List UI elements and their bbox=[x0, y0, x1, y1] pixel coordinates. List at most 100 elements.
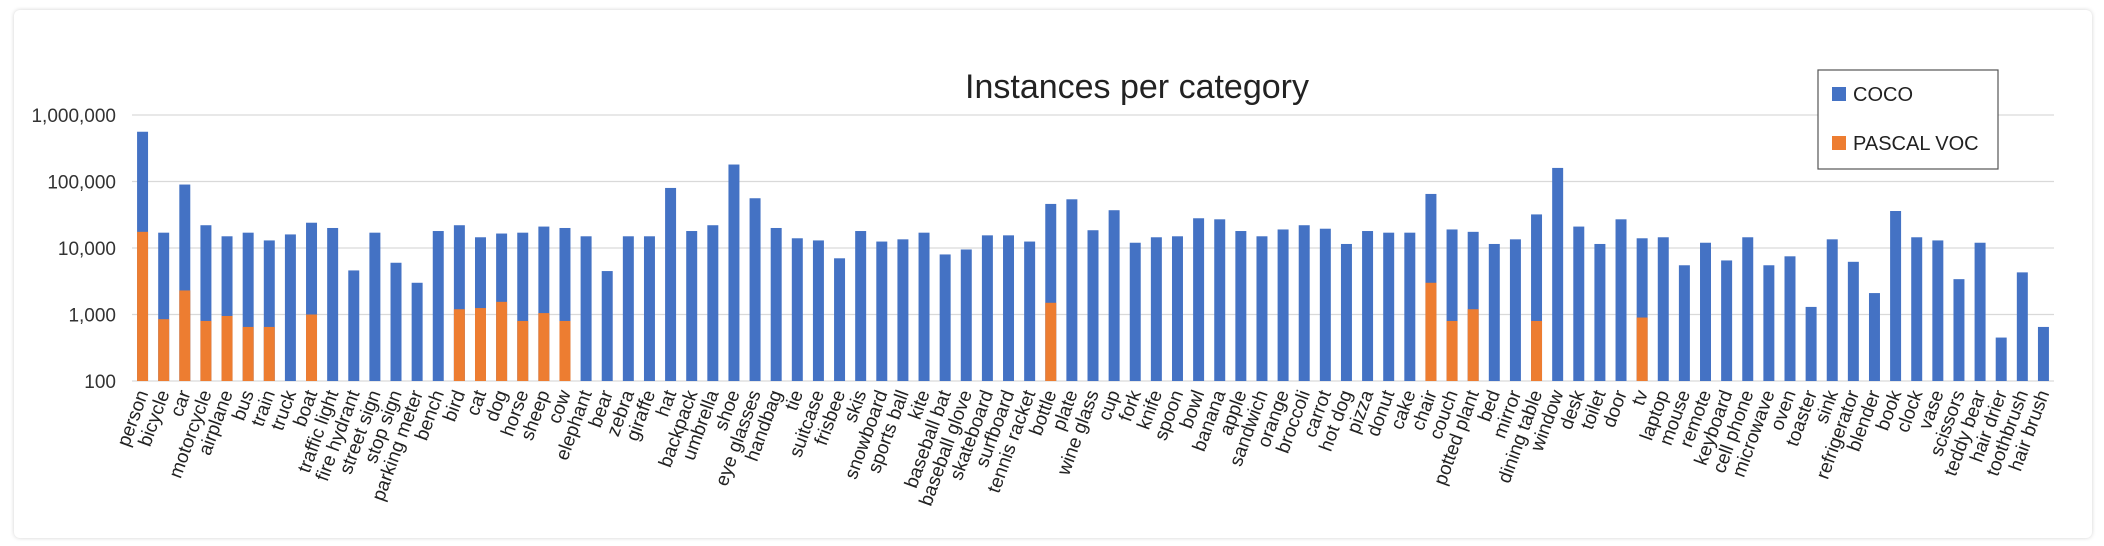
bar-coco bbox=[1362, 231, 1374, 381]
bar-coco bbox=[749, 198, 761, 381]
bar-coco bbox=[1446, 229, 1458, 381]
bar-coco bbox=[1193, 218, 1205, 381]
bar-coco bbox=[179, 184, 191, 381]
bar-coco bbox=[369, 232, 381, 381]
legend-label-pascal-voc: PASCAL VOC bbox=[1853, 133, 1979, 155]
bar-coco bbox=[1657, 237, 1669, 381]
bar-coco bbox=[1763, 265, 1775, 381]
bar-coco bbox=[897, 239, 909, 381]
bar-coco bbox=[707, 225, 719, 381]
bar-coco bbox=[981, 235, 993, 381]
bar-coco bbox=[306, 222, 318, 381]
bar-coco bbox=[918, 232, 930, 381]
bar-coco bbox=[1700, 242, 1711, 381]
bar-coco bbox=[1678, 265, 1690, 381]
bar-coco bbox=[200, 225, 212, 381]
bar-coco bbox=[1911, 237, 1923, 381]
legend-label-coco: COCO bbox=[1853, 84, 1913, 106]
bar-coco bbox=[1277, 229, 1289, 381]
bar-coco bbox=[939, 254, 951, 381]
y-tick-label: 100 bbox=[84, 372, 116, 393]
bar-coco bbox=[1235, 231, 1247, 381]
bar-coco bbox=[1573, 226, 1585, 381]
bar-coco bbox=[1108, 210, 1120, 381]
bar-coco bbox=[834, 258, 846, 381]
bar-coco bbox=[1721, 260, 1733, 381]
bar-coco bbox=[1953, 279, 1965, 381]
y-tick-label: 10,000 bbox=[58, 239, 116, 260]
bar-coco bbox=[1932, 240, 1944, 381]
bar-coco bbox=[284, 234, 296, 381]
bar-pascal-voc bbox=[1636, 317, 1648, 381]
bar-pascal-voc bbox=[559, 320, 571, 381]
bar-coco bbox=[453, 225, 465, 381]
bar-coco bbox=[1488, 243, 1500, 381]
bar-coco bbox=[2016, 272, 2028, 381]
bar-coco bbox=[538, 226, 550, 381]
bar-coco bbox=[643, 236, 655, 381]
bar-pascal-voc bbox=[538, 313, 550, 381]
y-tick-label: 1,000 bbox=[68, 306, 116, 327]
bar-pascal-voc bbox=[242, 326, 254, 381]
bar-coco bbox=[1171, 236, 1183, 381]
bar-coco bbox=[1995, 337, 2007, 381]
bar-coco bbox=[812, 240, 824, 381]
bar-pascal-voc bbox=[1425, 282, 1437, 381]
bar-pascal-voc bbox=[1531, 320, 1543, 381]
bar-pascal-voc bbox=[200, 320, 212, 381]
bar-pascal-voc bbox=[1467, 309, 1479, 381]
bar-coco bbox=[1319, 228, 1331, 381]
bar-coco bbox=[770, 227, 782, 381]
bar-coco bbox=[242, 232, 254, 381]
bar-pascal-voc bbox=[517, 320, 529, 381]
x-axis-labels: personbicyclecarmotorcycleairplanebustra… bbox=[114, 387, 2054, 509]
bar-coco bbox=[2037, 326, 2049, 381]
bar-coco bbox=[580, 236, 592, 381]
bar-coco bbox=[1066, 199, 1078, 381]
bar-coco bbox=[517, 232, 529, 381]
bar-coco bbox=[791, 238, 803, 381]
bar-pascal-voc bbox=[496, 301, 508, 381]
bar-coco bbox=[1150, 237, 1162, 381]
bar-coco bbox=[1340, 243, 1352, 381]
bar-pascal-voc bbox=[475, 308, 486, 381]
bar-coco bbox=[1868, 293, 1880, 381]
bar-pascal-voc bbox=[1446, 320, 1458, 381]
bar-pascal-voc bbox=[263, 326, 275, 381]
legend-swatch-coco bbox=[1832, 87, 1846, 101]
legend: COCO PASCAL VOC bbox=[1817, 69, 1999, 170]
bar-coco bbox=[1509, 239, 1521, 381]
bar-coco bbox=[622, 236, 634, 381]
bar-coco bbox=[390, 262, 402, 381]
bar-pascal-voc bbox=[158, 319, 170, 381]
bar-coco bbox=[1784, 256, 1796, 381]
bar-coco bbox=[1805, 306, 1817, 381]
bar-coco bbox=[1256, 236, 1268, 381]
bar-coco bbox=[158, 232, 170, 381]
bar-coco bbox=[1045, 203, 1057, 381]
bar-coco bbox=[348, 270, 360, 381]
bar-coco bbox=[960, 249, 972, 381]
bar-coco bbox=[1003, 235, 1015, 381]
chart-title: Instances per category bbox=[965, 68, 1309, 106]
bar-pascal-voc bbox=[137, 231, 149, 381]
bar-coco bbox=[665, 187, 677, 381]
y-tick-label: 1,000,000 bbox=[31, 106, 116, 127]
bar-coco bbox=[1024, 241, 1036, 381]
bar-coco bbox=[1826, 239, 1838, 381]
bar-coco bbox=[1087, 230, 1099, 381]
bar-coco bbox=[263, 240, 275, 381]
bar-coco bbox=[559, 227, 571, 381]
legend-box bbox=[1817, 69, 1999, 170]
bar-pascal-voc bbox=[306, 314, 318, 381]
bar-coco bbox=[327, 227, 339, 381]
bar-pascal-voc bbox=[179, 290, 191, 381]
bar-coco bbox=[1214, 219, 1226, 381]
bar-coco bbox=[1383, 232, 1395, 381]
bar-coco bbox=[876, 241, 888, 381]
bars bbox=[137, 131, 2049, 381]
bar-coco bbox=[1742, 237, 1754, 381]
bar-coco bbox=[855, 231, 867, 381]
bar-coco bbox=[411, 282, 423, 381]
